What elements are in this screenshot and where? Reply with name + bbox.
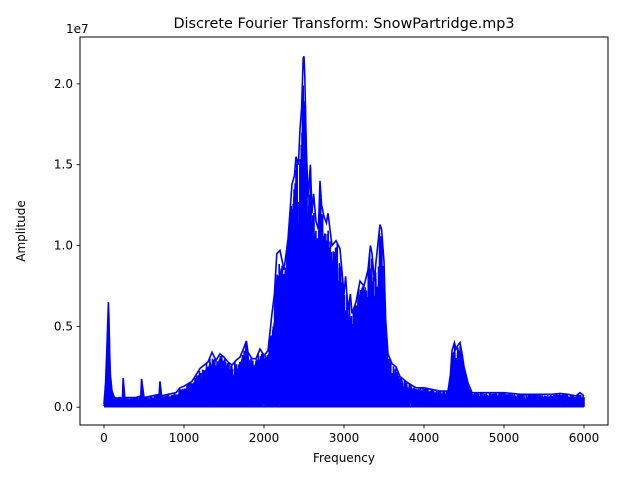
plot-area [103, 56, 585, 408]
x-tick-label: 4000 [409, 431, 440, 445]
y-offset-label: 1e7 [66, 22, 89, 36]
y-axis-label: Amplitude [14, 200, 28, 262]
x-tick-label: 6000 [569, 431, 600, 445]
y-tick-label: 2.0 [54, 77, 73, 91]
axes-frame [79, 36, 609, 426]
spectrum-series-fill [103, 85, 585, 408]
spectrum-series-envelope [103, 56, 585, 405]
x-axis-label: Frequency [313, 451, 375, 465]
x-tick-label: 5000 [489, 431, 520, 445]
x-axis: 0 1000 2000 3000 4000 5000 6000 [100, 425, 599, 445]
y-tick-label: 0.5 [54, 319, 73, 333]
y-tick-label: 1.5 [54, 158, 73, 172]
y-tick-label: 0.0 [54, 400, 73, 414]
x-tick-label: 3000 [329, 431, 360, 445]
y-tick-label: 1.0 [54, 239, 73, 253]
x-tick-label: 1000 [169, 431, 200, 445]
y-axis: 0.0 0.5 1.0 1.5 2.0 [54, 77, 80, 414]
chart-title: Discrete Fourier Transform: SnowPartridg… [173, 16, 514, 32]
x-tick-label: 0 [100, 431, 108, 445]
x-tick-label: 2000 [249, 431, 280, 445]
